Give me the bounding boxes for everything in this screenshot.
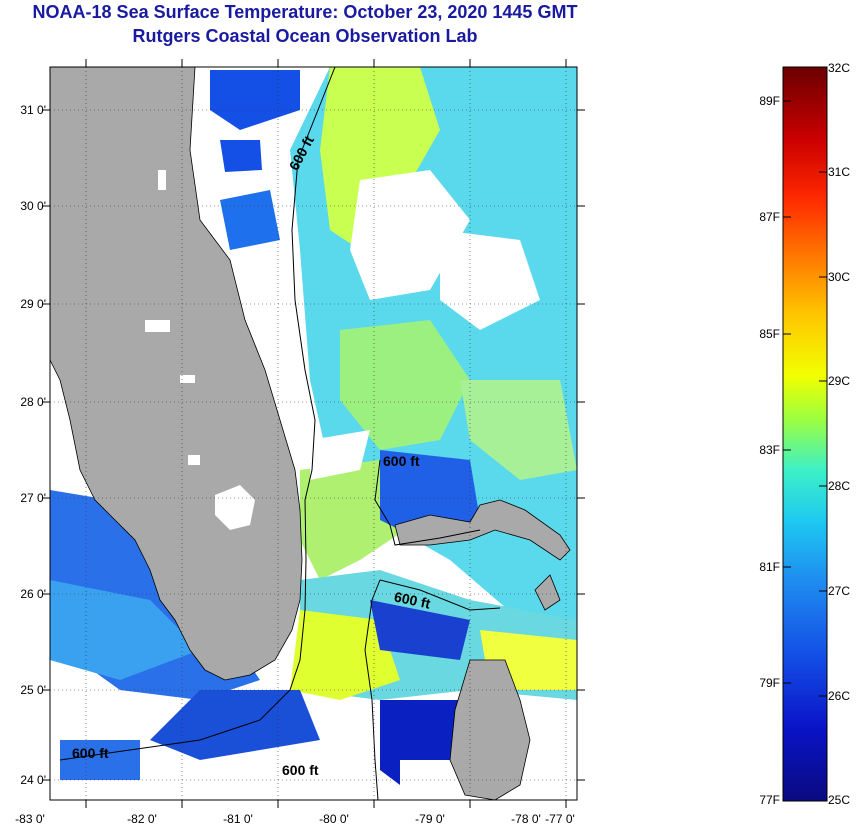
lon-label: -79 0': [415, 812, 445, 826]
map-ticks: [42, 59, 585, 808]
lat-label: 26 0': [20, 587, 46, 601]
map-subtitle: Rutgers Coastal Ocean Observation Lab: [132, 26, 478, 46]
map-frame: [49, 66, 578, 801]
colorbar-c-label: 29C: [828, 374, 851, 388]
map-title: NOAA-18 Sea Surface Temperature: October…: [32, 2, 578, 22]
lat-label: 30 0': [20, 199, 46, 213]
lat-label: 31 0': [20, 103, 46, 117]
colorbar-c-label: 25C: [828, 793, 851, 807]
colorbar-c-label: 26C: [828, 689, 851, 703]
colorbar-c-label: 32C: [828, 61, 851, 75]
lat-label: 29 0': [20, 297, 46, 311]
lon-label: -78 0': [511, 812, 541, 826]
colorbar-c-label: 28C: [828, 479, 851, 493]
colorbar-c-label: 27C: [828, 584, 851, 598]
lat-label: 24 0': [20, 773, 46, 787]
colorbar-c-label: 30C: [828, 270, 851, 284]
colorbar-f-label: 89F: [759, 94, 780, 108]
depth-contours: [59, 67, 501, 800]
grand-bahama-land: [394, 499, 571, 561]
contour-label: 600 ft: [383, 453, 420, 469]
colorbar-f-label: 81F: [759, 560, 780, 574]
colorbar-f-label: 87F: [759, 210, 780, 224]
colorbar-f-label: 83F: [759, 443, 780, 457]
lake-okeechobee: [215, 485, 255, 530]
cloud-mask: [100, 170, 577, 800]
lon-label: -77 0': [545, 812, 575, 826]
map-area: [50, 67, 577, 800]
colorbar: [782, 66, 828, 802]
eleuthera-land: [534, 574, 561, 611]
colorbar-f-label: 79F: [759, 676, 780, 690]
lat-label: 25 0': [20, 683, 46, 697]
lon-label: -82 0': [127, 812, 157, 826]
contour-label: 600 ft: [282, 762, 319, 778]
lon-label: -83 0': [15, 812, 45, 826]
lon-label: -81 0': [223, 812, 253, 826]
lon-label: -80 0': [319, 812, 349, 826]
contour-label: 600 ft: [72, 745, 109, 761]
colorbar-f-label: 85F: [759, 327, 780, 341]
colorbar-f-label: 77F: [759, 793, 780, 807]
colorbar-ticks: [783, 100, 827, 697]
lat-label: 27 0': [20, 491, 46, 505]
colorbar-c-label: 31C: [828, 165, 851, 179]
lat-label: 28 0': [20, 395, 46, 409]
